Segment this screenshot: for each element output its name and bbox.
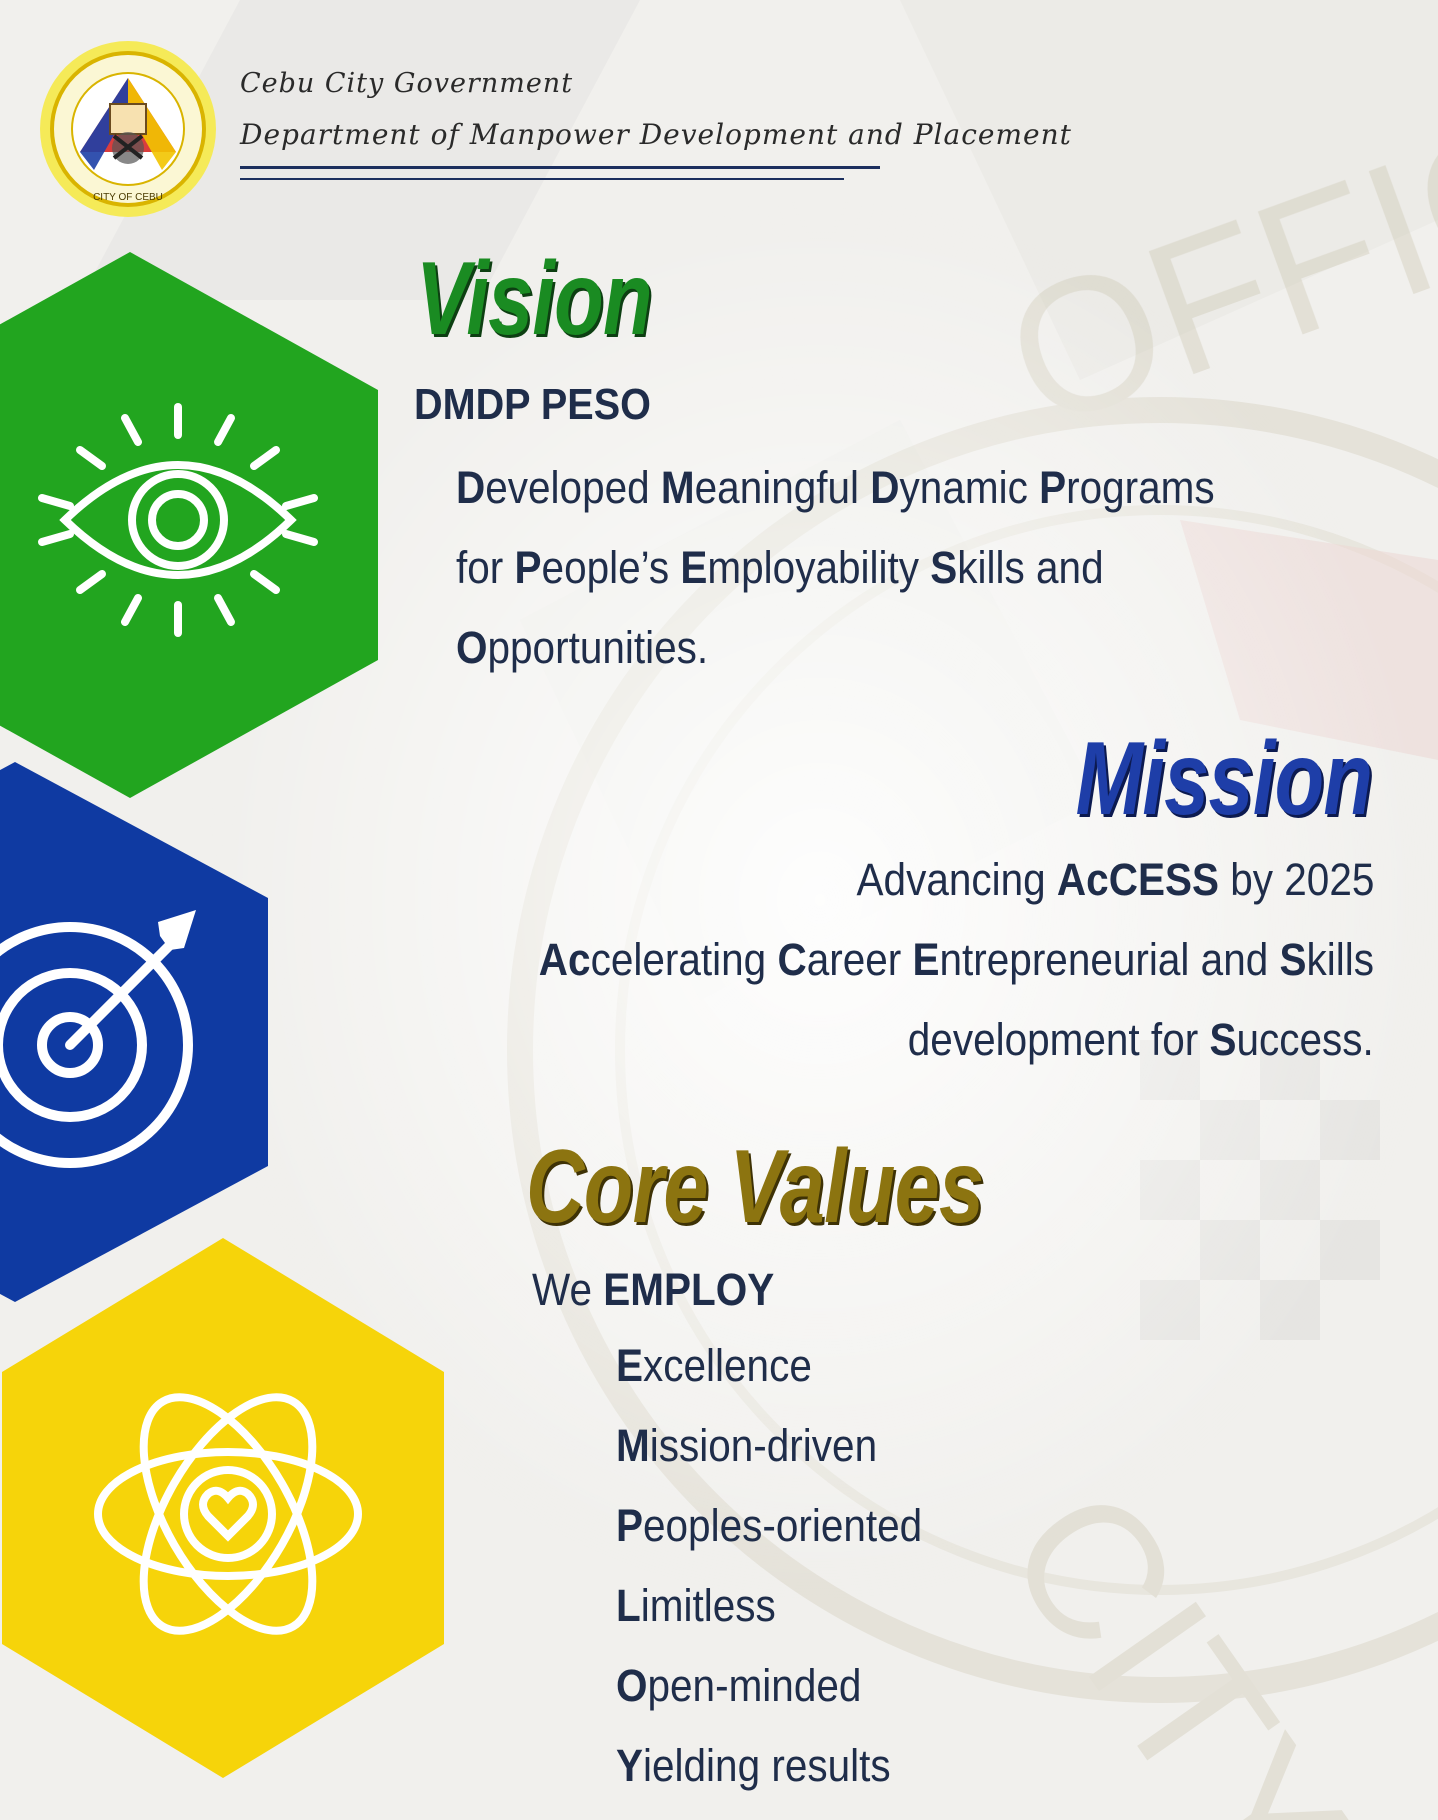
core-value-initial: P <box>616 1500 644 1551</box>
core-value-rest: pen-minded <box>647 1660 862 1711</box>
text-segment: S <box>1279 934 1307 985</box>
vision-title: Vision <box>416 241 652 357</box>
header-government: Cebu City Government <box>240 68 574 99</box>
header-department: Department of Manpower Development and P… <box>240 118 1072 151</box>
text-segment: S <box>1209 1014 1237 1065</box>
text-segment: E <box>912 934 940 985</box>
cebu-city-seal-logo: CITY OF CEBU <box>40 41 216 217</box>
core-value-initial: Y <box>616 1740 644 1791</box>
core-value-initial: O <box>616 1660 648 1711</box>
core-value-initial: M <box>616 1420 650 1471</box>
text-segment: kills and <box>957 542 1104 593</box>
text-segment: eaningful <box>694 462 871 513</box>
svg-text:CITY OF CEBU: CITY OF CEBU <box>93 192 163 203</box>
text-segment: Ac <box>538 934 591 985</box>
core-value-item: Open-minded <box>616 1660 861 1712</box>
text-segment: by 2025 <box>1218 854 1374 905</box>
text-segment: eveloped <box>485 462 661 513</box>
text-segment: D <box>456 462 486 513</box>
core-value-item: Excellence <box>616 1340 812 1392</box>
text-segment: for <box>456 542 515 593</box>
text-segment: eople’s <box>541 542 681 593</box>
core-value-rest: ission-driven <box>649 1420 878 1471</box>
core-value-item: Limitless <box>616 1580 776 1632</box>
core-values-title: Core Values <box>526 1129 984 1245</box>
text-segment: rograms <box>1066 462 1215 513</box>
core-value-item: Mission-driven <box>616 1420 877 1472</box>
text-segment: kills <box>1306 934 1375 985</box>
core-value-item: Yielding results <box>616 1740 891 1792</box>
core-value-initial: E <box>616 1340 644 1391</box>
text-segment: ynamic <box>899 462 1040 513</box>
text-segment: E <box>680 542 708 593</box>
core-value-rest: imitless <box>640 1580 776 1631</box>
mission-line-3: development for Success. <box>908 1014 1374 1066</box>
text-segment: P <box>514 542 542 593</box>
mission-line-2: Accelerating Career Entrepreneurial and … <box>539 934 1374 986</box>
text-segment: M <box>660 462 695 513</box>
text-segment: P <box>1039 462 1067 513</box>
core-values-hexagon <box>2 1238 444 1778</box>
vision-line-3: Opportunities. <box>456 622 708 674</box>
text-segment: mployability <box>707 542 931 593</box>
vision-hexagon <box>0 252 378 798</box>
eye-icon <box>38 403 318 637</box>
core-values-intro-plain: We <box>532 1264 604 1315</box>
text-segment: D <box>870 462 900 513</box>
core-value-initial: L <box>616 1580 641 1631</box>
mission-line-1: Advancing AcCESS by 2025 <box>856 854 1374 906</box>
text-segment: S <box>930 542 958 593</box>
mission-hexagon <box>0 762 268 1302</box>
text-segment: uccess. <box>1236 1014 1374 1065</box>
text-segment: O <box>456 622 488 673</box>
text-segment: AcCESS <box>1056 854 1219 905</box>
text-segment: development for <box>907 1014 1210 1065</box>
text-segment: celerating <box>590 934 778 985</box>
vision-line-1: Developed Meaningful Dynamic Programs <box>456 462 1215 514</box>
header-rule-bottom <box>240 178 844 180</box>
core-value-rest: ielding results <box>643 1740 891 1791</box>
header-rule-top <box>240 166 880 169</box>
text-segment: ntrepreneurial and <box>939 934 1280 985</box>
core-value-item: Peoples-oriented <box>616 1500 922 1552</box>
mission-title: Mission <box>1075 721 1372 837</box>
text-segment: C <box>777 934 807 985</box>
text-segment: pportunities. <box>487 622 709 673</box>
atom-heart-icon <box>94 1393 362 1635</box>
text-segment: Advancing <box>856 854 1057 905</box>
core-value-rest: eoples-oriented <box>643 1500 923 1551</box>
core-value-rest: xcellence <box>643 1340 812 1391</box>
target-arrow-icon <box>0 910 196 1168</box>
vision-subtitle: DMDP PESO <box>414 380 651 429</box>
text-segment: areer <box>806 934 913 985</box>
core-values-intro: We EMPLOY <box>532 1264 774 1316</box>
vision-line-2: for People’s Employability Skills and <box>456 542 1104 594</box>
core-values-intro-bold: EMPLOY <box>603 1264 775 1315</box>
